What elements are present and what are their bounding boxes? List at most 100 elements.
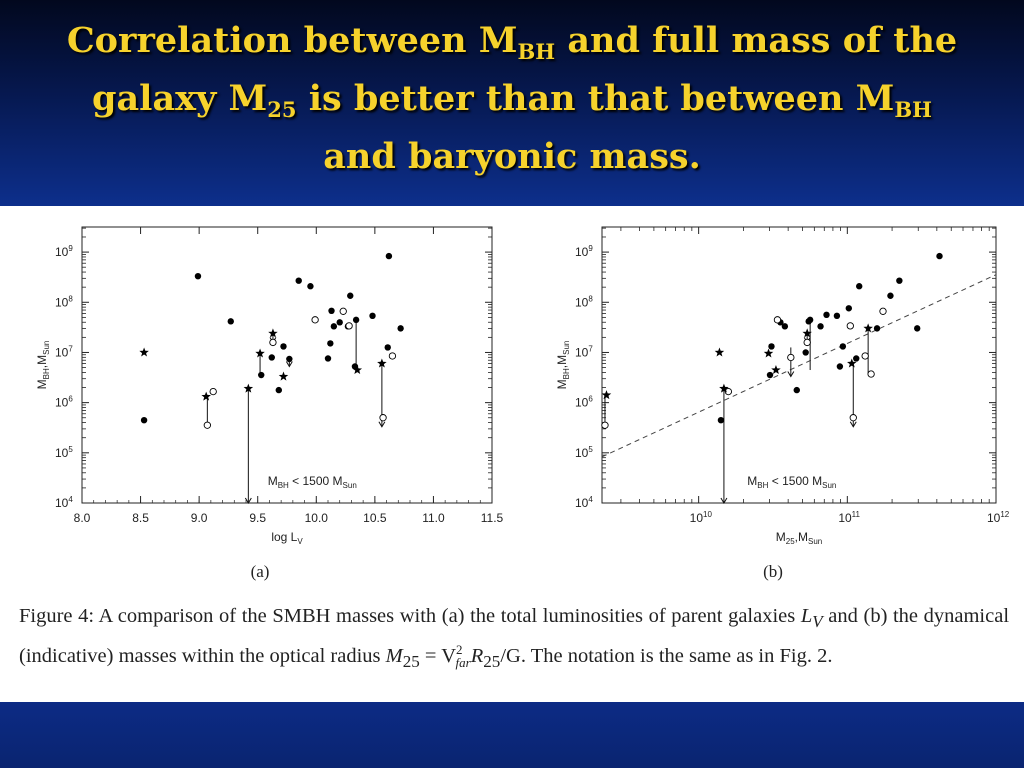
y-tick-label: 106 bbox=[55, 395, 73, 410]
y-tick-label: 106 bbox=[575, 395, 593, 410]
data-point-filled bbox=[140, 417, 148, 424]
y-tick-label: 107 bbox=[55, 344, 73, 359]
data-point-filled bbox=[839, 343, 847, 350]
x-tick-label: 10.5 bbox=[363, 511, 387, 525]
data-point-filled bbox=[793, 386, 800, 394]
chart-panel-a: 104 105 106 107 108 109 8.0 8.5 9.0 9.5 10.0 10.5 11… bbox=[35, 226, 504, 581]
fit-line bbox=[601, 274, 997, 458]
y-axis-label: MBH,MSun bbox=[555, 341, 571, 390]
slide-title: Correlation between MBH and full mass of… bbox=[30, 14, 994, 184]
chart-panel-b: 104 105 106 107 108 109 1010 1011 1012 M25,MSun MB… bbox=[555, 226, 1010, 581]
y-axis-label: MBH,MSun bbox=[35, 341, 51, 390]
data-point-filled bbox=[307, 283, 314, 290]
y-tick-label: 105 bbox=[575, 445, 593, 460]
data-point-open bbox=[345, 322, 353, 330]
y-tick-label: 108 bbox=[55, 294, 73, 309]
data-point-open bbox=[311, 316, 319, 324]
limit-arrow bbox=[378, 421, 386, 428]
data-point-open bbox=[803, 338, 811, 347]
data-point-star bbox=[601, 390, 612, 400]
x-tick-label: 8.0 bbox=[74, 511, 91, 525]
data-point-filled bbox=[275, 386, 282, 394]
x-tick-label: 1010 bbox=[690, 510, 713, 525]
data-point-filled bbox=[853, 355, 860, 362]
data-point-filled bbox=[766, 371, 774, 379]
data-point-filled bbox=[328, 307, 335, 315]
limit-arrow bbox=[787, 371, 795, 378]
data-point-star bbox=[278, 371, 289, 381]
limit-arrow bbox=[285, 361, 293, 368]
data-point-open bbox=[879, 307, 887, 315]
mbh-limit-annotation: MBH < 1500 MSun bbox=[747, 474, 836, 490]
data-point-open bbox=[388, 352, 397, 360]
y-tick-label: 107 bbox=[575, 344, 593, 359]
title-line1: Correlation between MBH and full mass of… bbox=[66, 20, 958, 64]
data-point-filled bbox=[384, 344, 391, 351]
data-point-open bbox=[724, 387, 733, 396]
x-tick-label: 11.5 bbox=[481, 511, 504, 525]
data-point-star bbox=[243, 383, 254, 393]
data-point-filled bbox=[227, 318, 234, 325]
data-point-filled bbox=[817, 323, 824, 330]
data-point-filled bbox=[280, 343, 287, 350]
y-tick-label: 109 bbox=[55, 244, 73, 259]
title-line3: and baryonic mass. bbox=[323, 136, 701, 177]
title-line2: galaxy M25 is better than that between M… bbox=[92, 78, 932, 122]
data-point-open bbox=[269, 338, 277, 347]
data-point-open bbox=[773, 316, 782, 324]
data-point-filled bbox=[268, 354, 275, 361]
data-point-filled bbox=[856, 283, 863, 290]
data-point-open bbox=[339, 307, 347, 315]
data-point-filled bbox=[896, 277, 903, 284]
slide-header: Correlation between MBH and full mass of… bbox=[0, 0, 1024, 206]
x-tick-label: 8.5 bbox=[132, 511, 149, 525]
data-point-filled bbox=[324, 355, 332, 362]
data-point-filled bbox=[352, 316, 360, 324]
data-point-star bbox=[255, 348, 265, 358]
data-point-star bbox=[719, 383, 729, 393]
data-point-star bbox=[771, 365, 781, 375]
data-point-star bbox=[268, 328, 278, 338]
data-point-open bbox=[209, 387, 217, 396]
data-point-star bbox=[714, 347, 725, 357]
x-tick-label: 10.0 bbox=[305, 511, 329, 525]
data-point-filled bbox=[768, 343, 775, 350]
data-point-star bbox=[847, 358, 857, 368]
figure-panel: 104 105 106 107 108 109 8.0 8.5 9.0 9.5 10.0 10.5 11… bbox=[0, 206, 1024, 702]
limit-arrow bbox=[849, 421, 857, 428]
x-tick-label: 1011 bbox=[838, 510, 860, 525]
data-point-filled bbox=[936, 252, 943, 260]
data-point-open bbox=[379, 414, 387, 422]
data-point-filled bbox=[295, 277, 302, 284]
x-tick-label: 9.5 bbox=[249, 511, 266, 525]
panel-label: (a) bbox=[251, 562, 270, 581]
data-point-filled bbox=[330, 323, 338, 330]
data-point-star bbox=[201, 391, 211, 401]
y-tick-label: 104 bbox=[575, 495, 593, 510]
data-point-open bbox=[846, 322, 854, 330]
data-point-filled bbox=[336, 319, 343, 326]
data-point-open bbox=[849, 414, 857, 422]
data-point-filled bbox=[845, 305, 853, 312]
data-point-filled bbox=[327, 340, 334, 347]
data-point-filled bbox=[914, 325, 921, 332]
x-tick-label: 11.0 bbox=[422, 511, 445, 525]
y-tick-label: 105 bbox=[55, 445, 73, 460]
data-point-open bbox=[601, 421, 609, 429]
data-point-filled bbox=[802, 349, 809, 356]
data-point-filled bbox=[717, 417, 725, 424]
y-tick-label: 109 bbox=[575, 244, 593, 259]
data-point-filled bbox=[823, 311, 830, 319]
plot-frame bbox=[601, 226, 997, 504]
panel-label: (b) bbox=[763, 562, 783, 581]
data-point-open bbox=[787, 353, 795, 362]
data-point-star bbox=[863, 323, 873, 333]
slide-footer bbox=[0, 702, 1024, 768]
x-axis-label: M25,MSun bbox=[776, 530, 822, 546]
data-point-filled bbox=[836, 363, 844, 370]
data-point-star bbox=[802, 328, 812, 338]
y-tick-label: 108 bbox=[575, 294, 593, 309]
data-point-open bbox=[867, 370, 875, 378]
data-point-filled bbox=[887, 292, 894, 299]
data-point-star bbox=[377, 358, 387, 368]
